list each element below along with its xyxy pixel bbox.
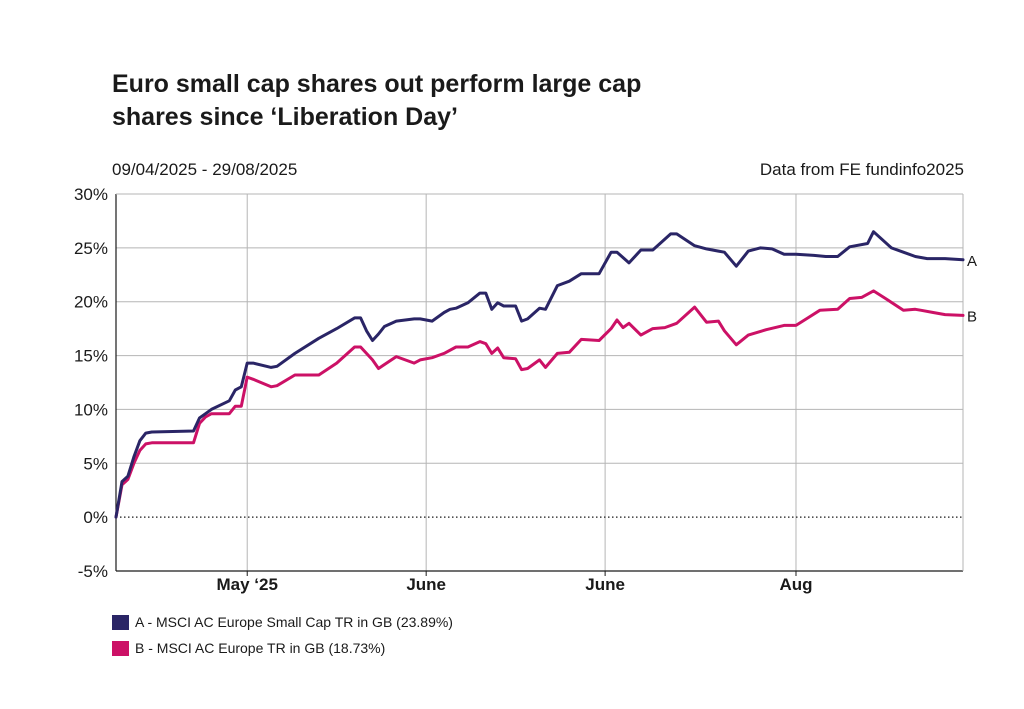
title-line-1: Euro small cap shares out perform large … — [112, 70, 642, 98]
legend-swatch-b — [112, 640, 129, 656]
y-tick-label: -5% — [78, 562, 108, 581]
date-range: 09/04/2025 - 29/08/2025 — [112, 160, 298, 179]
y-tick-label: 10% — [74, 400, 108, 419]
legend-label-b: B - MSCI AC Europe TR in GB (18.73%) — [135, 640, 386, 656]
legend: A - MSCI AC Europe Small Cap TR in GB (2… — [112, 609, 453, 661]
series-end-label-b: B — [967, 308, 977, 325]
legend-item-a: A - MSCI AC Europe Small Cap TR in GB (2… — [112, 609, 453, 635]
y-tick-label: 30% — [74, 185, 108, 204]
series-line-a — [114, 230, 965, 519]
legend-label-a: A - MSCI AC Europe Small Cap TR in GB (2… — [135, 614, 453, 630]
legend-item-b: B - MSCI AC Europe TR in GB (18.73%) — [112, 635, 453, 661]
y-tick-label: 20% — [74, 293, 108, 312]
x-tick-label: May ‘25 — [217, 575, 278, 594]
y-tick-label: 25% — [74, 239, 108, 258]
y-tick-label: 15% — [74, 347, 108, 366]
x-tick-label: Aug — [779, 575, 812, 594]
y-tick-label: 0% — [83, 508, 108, 527]
x-tick-label: June — [406, 575, 446, 594]
legend-swatch-a — [112, 614, 129, 630]
source-note: Data from FE fundinfo2025 — [759, 160, 964, 179]
series-line-b — [114, 289, 965, 519]
title-line-2: shares since ‘Liberation Day’ — [112, 103, 458, 131]
y-tick-label: 5% — [83, 454, 108, 473]
chart-title: Euro small cap shares out perform large … — [112, 68, 732, 134]
series-end-label-a: A — [967, 253, 977, 270]
x-tick-label: June — [585, 575, 625, 594]
